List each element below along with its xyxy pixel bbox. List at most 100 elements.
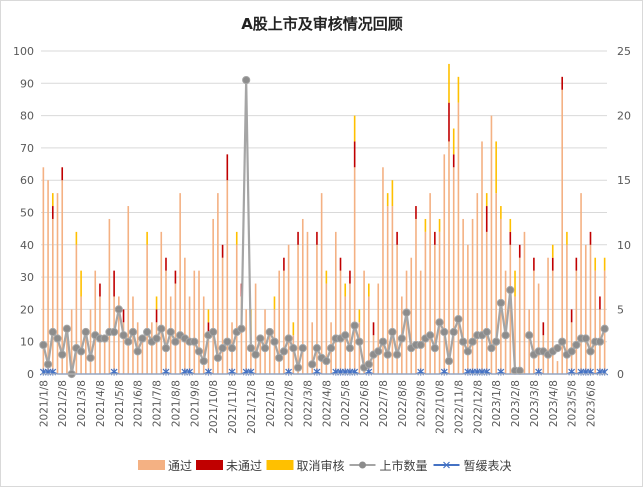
pass-bar <box>334 231 337 374</box>
postpone-point <box>205 368 212 376</box>
pass-bar <box>462 218 464 374</box>
fail-bar <box>113 270 115 297</box>
pass-bar <box>245 309 247 374</box>
pass-bar <box>118 296 120 374</box>
x-tick-label: 2023/4/8 <box>548 380 560 427</box>
postpone-point <box>313 368 321 376</box>
fail-bar <box>51 206 54 219</box>
listing-point <box>76 347 86 356</box>
pass-bar <box>603 270 606 374</box>
postpone-point <box>535 368 543 376</box>
line-series <box>39 75 609 379</box>
listing-point <box>246 344 255 353</box>
fail-bar <box>551 257 554 271</box>
listing-point <box>383 350 392 359</box>
pass-bar <box>250 335 252 374</box>
listing-point <box>133 347 142 356</box>
pass-bar <box>268 335 271 374</box>
cancel-bar <box>368 283 370 297</box>
x-tick-label: 2023/3/8 <box>529 380 541 427</box>
right-tick-label: 0 <box>617 368 624 381</box>
x-tick-label: 2022/9/8 <box>416 380 428 427</box>
pass-bar <box>382 167 384 374</box>
pass-bar <box>259 335 262 374</box>
right-tick-label: 10 <box>617 239 631 252</box>
pass-bar <box>56 193 59 374</box>
cancel-bar <box>325 270 328 284</box>
pass-bar <box>584 244 587 374</box>
fail-bar <box>165 257 167 271</box>
pass-bar <box>514 296 516 374</box>
listing-point <box>558 337 567 346</box>
listing-point <box>402 308 411 317</box>
legend: 通过 未通过 取消审核 上市数量 暂缓表决 <box>138 458 512 473</box>
cancel-bar <box>75 231 78 245</box>
pass-bar <box>471 218 474 374</box>
listing-point <box>100 334 109 343</box>
left-tick-label: 60 <box>20 174 34 187</box>
listing-point <box>322 356 331 366</box>
listing-point <box>388 327 397 337</box>
pass-bar <box>212 218 214 374</box>
pass-bar <box>518 257 521 374</box>
pass-bar <box>363 270 365 374</box>
pass-bar <box>396 244 398 374</box>
x-tick-label: 2022/7/8 <box>378 380 390 427</box>
left-tick-label: 40 <box>20 239 34 252</box>
pass-bar <box>452 167 455 374</box>
pass-bar <box>174 283 177 374</box>
cancel-bar <box>155 296 158 310</box>
listing-point <box>506 285 515 295</box>
pass-bar <box>504 270 507 374</box>
pass-bar <box>547 257 549 374</box>
x-tick-label: 2022/5/8 <box>340 380 352 427</box>
pass-bar <box>42 167 45 374</box>
x-tick-label: 2021/12/8 <box>246 380 258 434</box>
listing-point <box>171 337 180 346</box>
listing-point <box>496 298 505 308</box>
cancel-bar <box>495 141 497 194</box>
cancel-bar <box>509 218 512 232</box>
left-tick-label: 20 <box>20 303 34 316</box>
cancel-bar <box>438 218 441 232</box>
cancel-bar <box>273 296 276 310</box>
listing-point <box>213 353 222 362</box>
x-tick-label: 2022/8/8 <box>397 380 409 427</box>
listing-legend-marker <box>359 461 366 469</box>
listing-point <box>492 337 501 346</box>
cancel-bar <box>146 231 148 245</box>
listing-point <box>449 327 458 337</box>
x-tick-label: 2022/10/8 <box>435 380 447 434</box>
pass-bar <box>339 270 342 374</box>
pass-bar <box>47 180 49 374</box>
listing-point <box>553 344 562 353</box>
fail-bar <box>575 257 578 271</box>
listing-point <box>345 344 355 353</box>
listing-point <box>397 334 406 343</box>
fail-bar <box>415 206 417 219</box>
listing-point <box>237 324 246 333</box>
listing-point <box>58 350 67 359</box>
pass-bar <box>429 193 431 374</box>
fail-bar <box>349 270 351 284</box>
cancel-bar <box>457 76 460 103</box>
postpone-point <box>285 368 293 376</box>
x-tick-label: 2022/2/8 <box>284 380 296 427</box>
cancel-bar <box>391 180 394 207</box>
x-tick-label: 2022/4/8 <box>321 380 333 427</box>
pass-bar <box>85 335 87 374</box>
fail-bar <box>155 309 158 323</box>
left-tick-label: 70 <box>20 142 34 155</box>
listing-point <box>487 344 496 353</box>
listing-point <box>355 337 364 346</box>
listing-point <box>227 344 237 353</box>
pass-bar <box>70 309 73 374</box>
postpone-point <box>228 368 236 376</box>
listing-point <box>138 334 147 343</box>
pass-bar <box>103 335 106 374</box>
listing-point <box>308 360 317 369</box>
listing-point <box>326 344 336 353</box>
pass-bar <box>287 244 290 374</box>
listing-point <box>341 331 350 340</box>
